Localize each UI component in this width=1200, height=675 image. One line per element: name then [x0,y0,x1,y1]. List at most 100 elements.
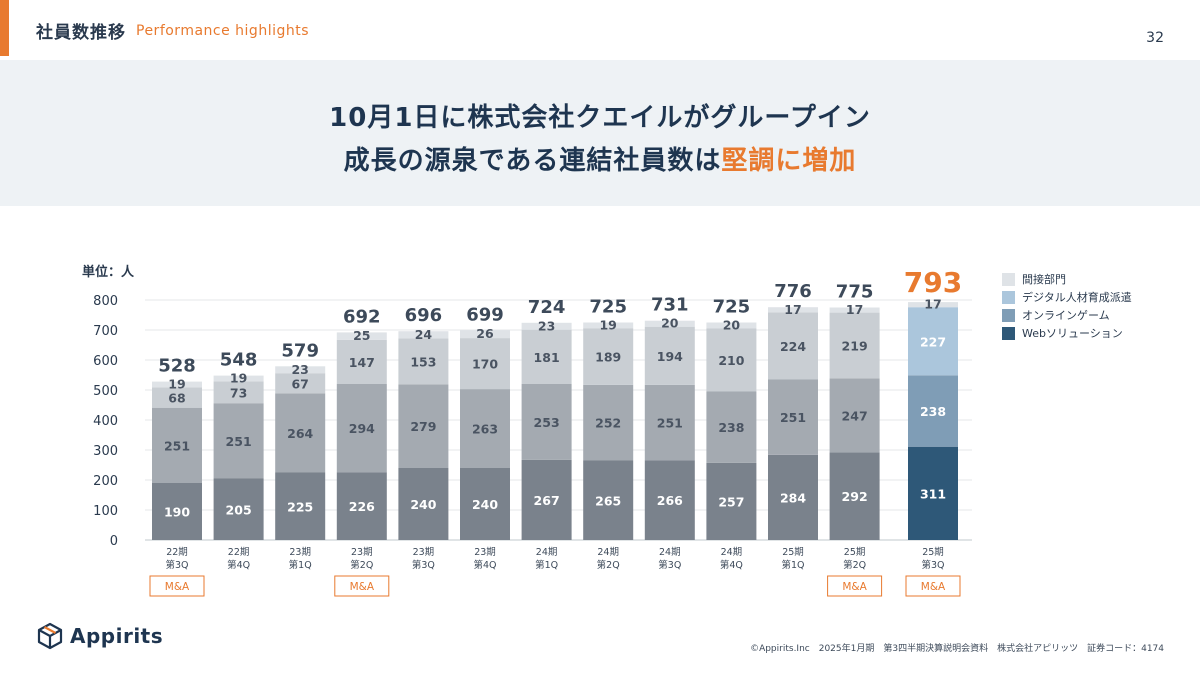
segment-value-label: 252 [595,416,621,431]
bar-segment [829,378,880,453]
bar-segment [521,329,572,384]
y-tick-label: 100 [93,504,118,519]
segment-value-label: 19 [230,370,247,385]
ma-annotation-label: M&A [921,581,946,593]
bar-segment [908,446,958,540]
y-axis-unit-label: 単位：人 [82,264,135,280]
logo-text: Appirits [70,624,164,648]
bar-segment [275,393,326,473]
segment-value-label: 194 [657,349,683,364]
y-tick-label: 800 [93,294,118,309]
ma-annotation-label: M&A [350,581,375,593]
segment-value-label: 251 [657,416,683,431]
bar-segment [398,338,449,385]
segment-value-label: 181 [534,350,560,365]
x-category-label-period: 24期 [597,547,619,558]
segment-value-label: 279 [410,419,436,434]
legend-label: デジタル人材育成派遣 [1022,291,1132,304]
segment-value-label: 263 [472,422,498,437]
x-category-label-period: 23期 [413,547,435,558]
bar-segment [583,384,634,461]
total-value-label: 725 [589,297,627,318]
x-category-label-period: 25期 [782,547,804,558]
page-number: 32 [1146,30,1164,46]
segment-value-label: 226 [349,499,375,514]
segment-value-label: 17 [924,297,941,312]
ma-annotation-box [149,575,205,597]
legend-label: Webソリューション [1022,327,1123,340]
header-accent-bar [0,0,9,56]
bar-segment [583,460,634,540]
bar-segment [521,322,572,330]
segment-value-label: 251 [164,438,190,453]
x-category-label-quarter: 第1Q [781,559,804,571]
x-category-label-period: 24期 [721,547,743,558]
segment-value-label: 147 [349,355,375,370]
ma-annotation-label: M&A [842,581,867,593]
x-category-label-quarter: 第3Q [165,559,188,571]
chart-legend: 間接部門 デジタル人材育成派遣 オンラインゲーム Webソリューション [1002,270,1132,342]
segment-value-label: 25 [353,328,370,343]
segment-value-label: 257 [718,494,744,509]
bar-segment [460,389,510,468]
y-tick-label: 400 [93,414,118,429]
segment-value-label: 17 [846,302,863,317]
bar-segment [521,384,572,460]
legend-item: Webソリューション [1002,324,1132,342]
bar-segment [706,462,757,540]
segment-value-label: 24 [415,327,433,342]
bar-segment [336,472,387,540]
legend-item: デジタル人材育成派遣 [1002,288,1132,306]
bar-segment [460,330,510,339]
bar-segment [460,468,510,540]
total-value-label: 725 [713,297,751,318]
segment-value-label: 265 [595,493,621,508]
segment-value-label: 267 [534,493,560,508]
footer-copyright: ©Appirits.Inc 2025年1月期 第3四半期決算説明会資料 株式会社… [750,644,1164,654]
bar-segment [706,328,757,392]
legend-swatch [1002,308,1015,322]
bar-segment [908,302,958,308]
x-category-label-period: 23期 [351,547,373,558]
bar-segment [768,454,818,540]
bar-segment [768,307,818,313]
legend-swatch [1002,272,1015,286]
bar-segment [275,472,326,540]
segment-value-label: 190 [164,505,190,520]
legend-label: 間接部門 [1022,273,1066,286]
bar-segment [706,391,757,463]
x-category-label-quarter: 第2Q [597,559,620,571]
bar-segment [213,478,264,540]
y-tick-label: 200 [93,474,118,489]
legend-swatch [1002,326,1015,340]
total-value-label: 793 [904,266,962,299]
bar-segment [275,366,326,374]
segment-value-label: 224 [780,339,806,354]
x-category-label-quarter: 第3Q [921,559,944,571]
total-value-label: 696 [405,305,443,326]
segment-value-label: 251 [780,410,806,425]
segment-value-label: 227 [920,334,946,349]
segment-value-label: 284 [780,490,806,505]
total-value-label: 775 [836,282,874,303]
ma-annotation-box [827,575,883,597]
bar-segment [336,332,387,340]
headline-line-2: 成長の源泉である連結社員数は堅調に増加 [0,140,1200,177]
bar-segment [644,320,695,327]
bar-segment [829,452,880,540]
total-value-label: 731 [651,295,689,316]
x-category-label-period: 25期 [922,547,944,558]
bar-segment [644,384,695,461]
segment-value-label: 238 [920,404,946,419]
x-category-label-quarter: 第3Q [412,559,435,571]
bar-segment [706,322,757,329]
bar-segment [829,312,880,379]
total-value-label: 692 [343,306,381,327]
y-tick-label: 700 [93,324,118,339]
bar-segment [583,322,634,329]
y-tick-label: 300 [93,444,118,459]
bar-segment [152,407,202,483]
bar-segment [398,331,449,339]
headline-highlight: 堅調に増加 [721,146,857,176]
